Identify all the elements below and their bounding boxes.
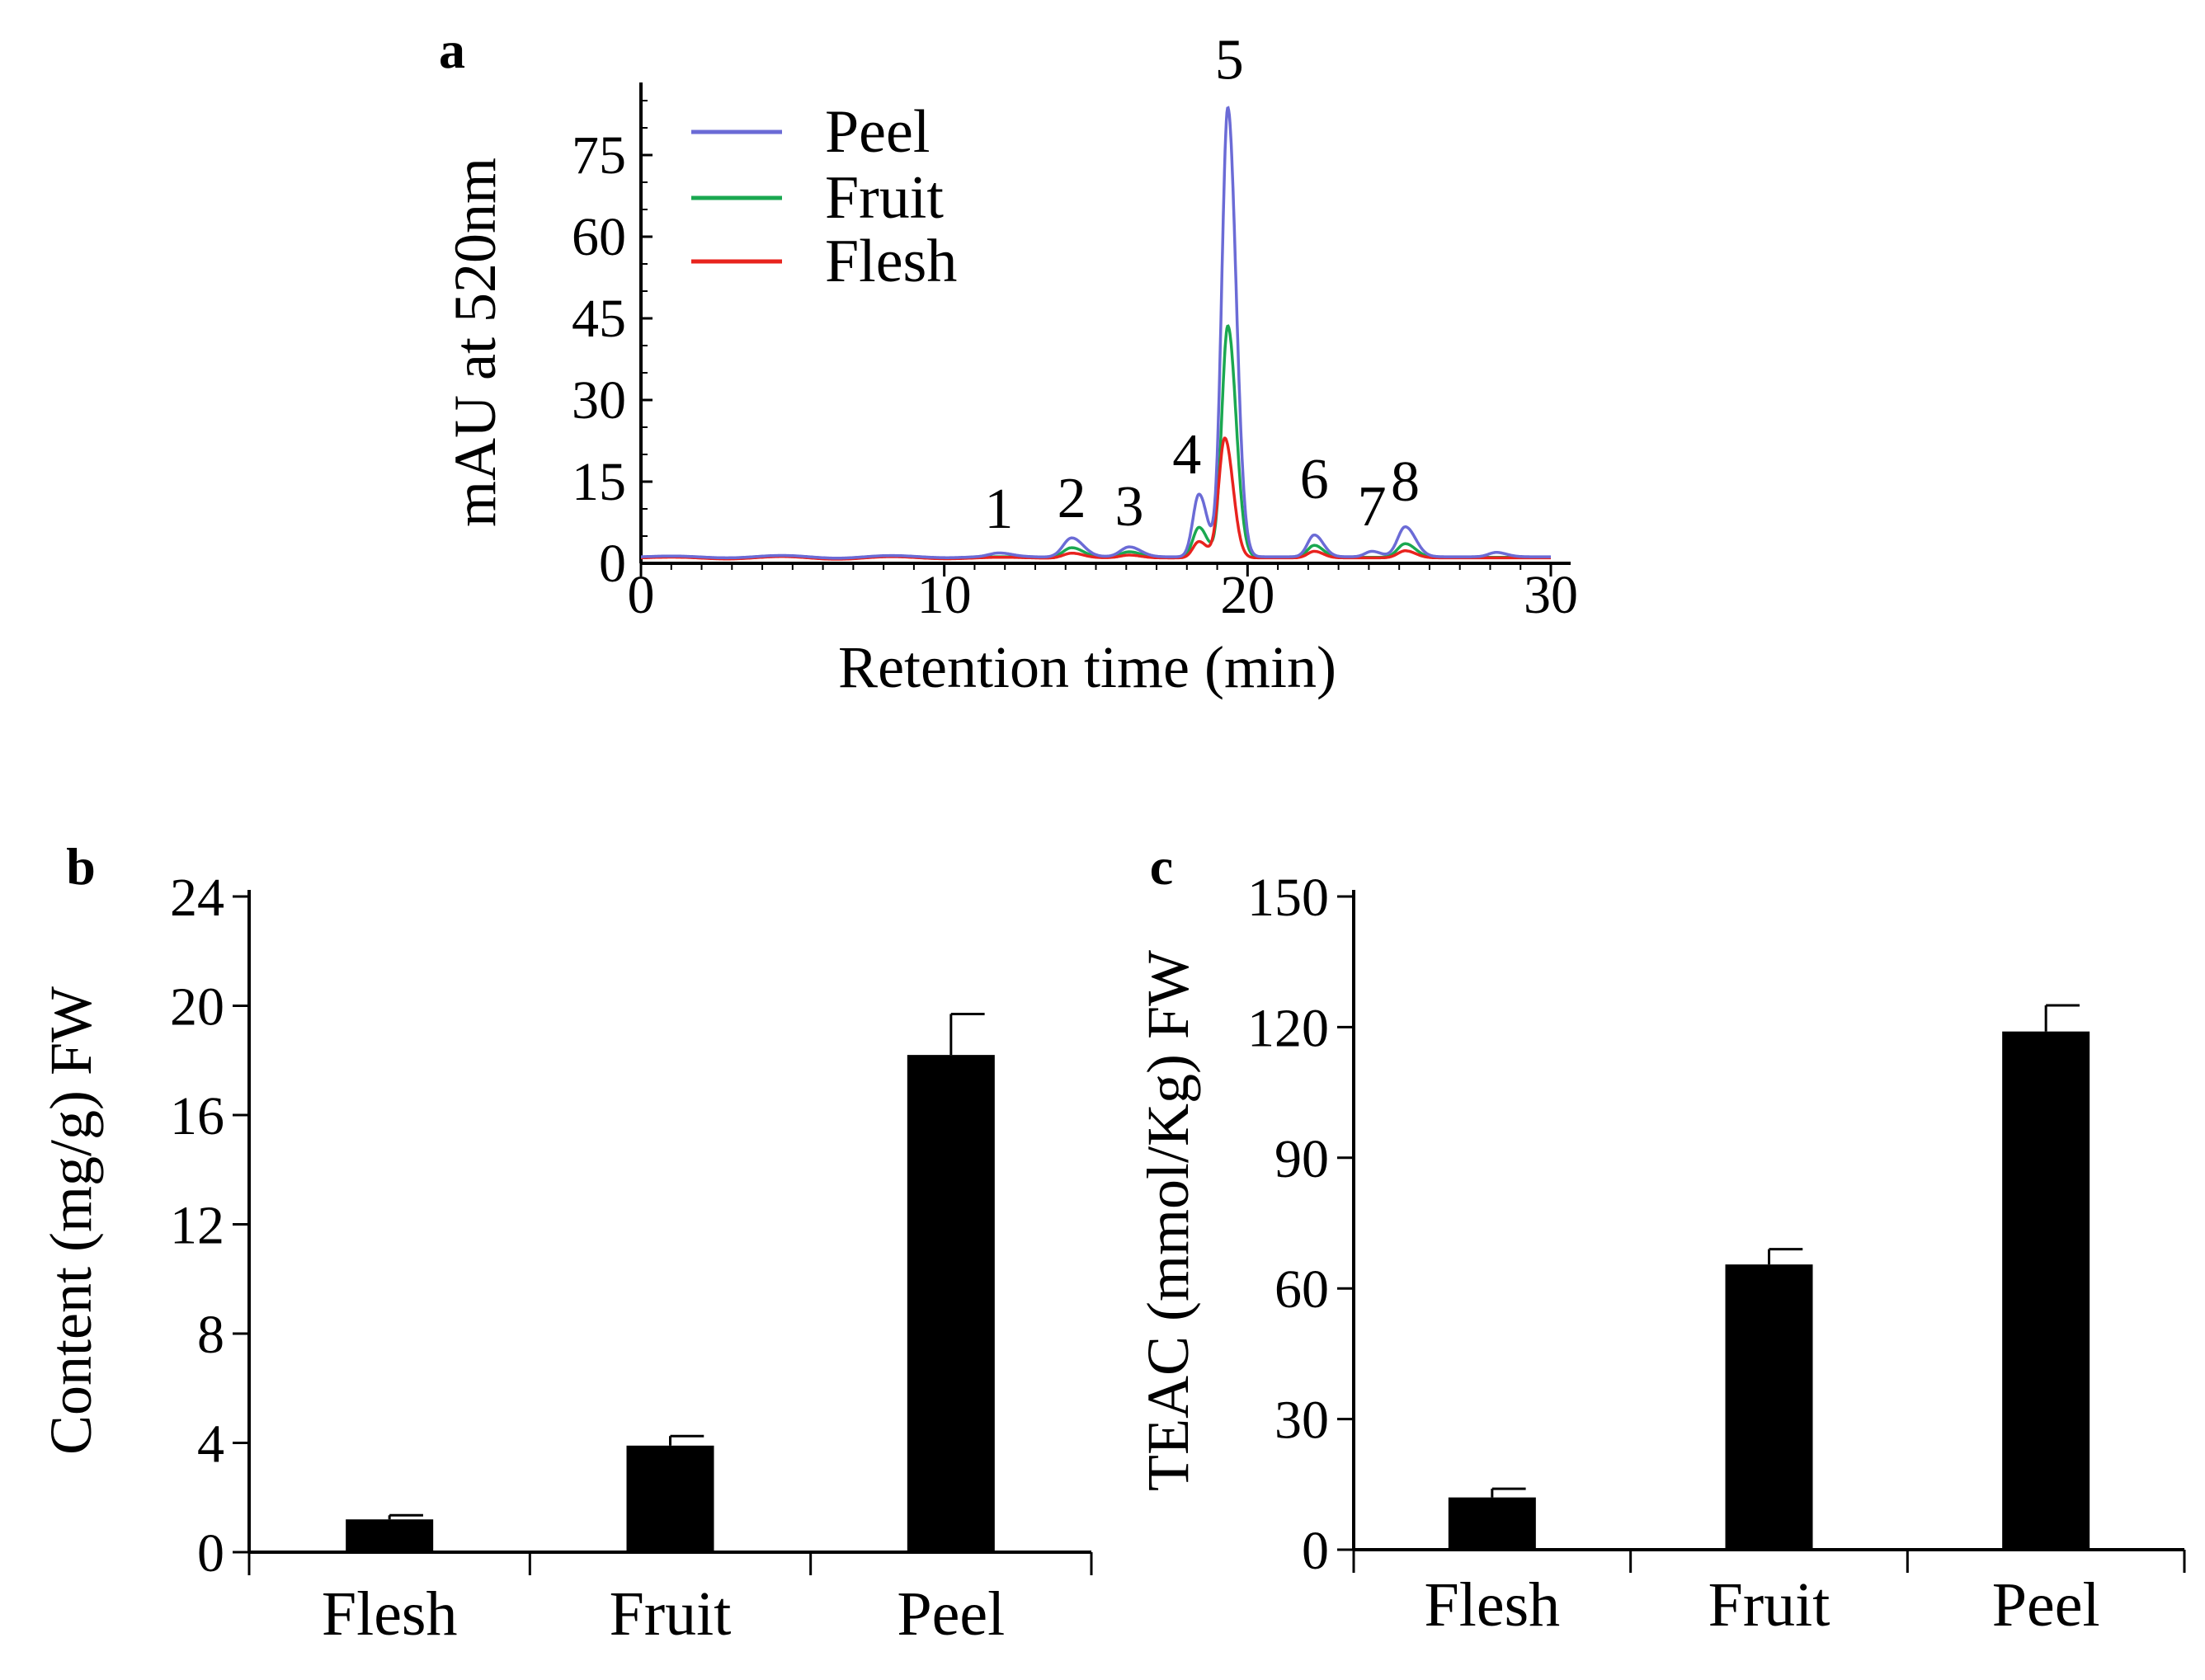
legend-label-fruit: Fruit (825, 164, 944, 232)
peak-label-7: 7 (1358, 475, 1387, 539)
category-label-fruit: Fruit (610, 1579, 732, 1649)
panel-c-letter: c (1150, 837, 1173, 896)
y-tick-label: 90 (1274, 1129, 1329, 1189)
y-tick-label: 12 (170, 1196, 224, 1256)
y-tick-label: 60 (1274, 1259, 1329, 1320)
panel-b-letter: b (66, 837, 96, 896)
panel-a-y-tick-label: 30 (572, 370, 626, 431)
y-tick-label: 4 (197, 1414, 224, 1475)
panel-a-x-tick-label: 20 (1220, 565, 1274, 625)
y-tick-label: 150 (1247, 868, 1329, 928)
panel-c-bar-chart: c 0 30 60 90 120 150 Flesh Fruit Peel TEAC (mmol… (1135, 837, 2186, 1640)
panel-b-axes: 0 4 8 12 16 20 24 Flesh Fruit Peel (170, 868, 1093, 1649)
panel-a-legend: Peel Fruit Flesh (691, 98, 957, 295)
panel-a-y-tick-label: 15 (572, 452, 626, 512)
y-tick-label: 30 (1274, 1391, 1329, 1451)
panel-a-y-tick-label: 75 (572, 125, 626, 186)
panel-a-y-tick-label: 60 (572, 207, 626, 267)
panel-a-y-tick-label: 45 (572, 289, 626, 349)
category-label-fruit: Fruit (1708, 1570, 1830, 1640)
y-tick-label: 20 (170, 977, 224, 1038)
panel-a-x-tick-label: 0 (628, 565, 655, 625)
panel-b-bars (346, 1012, 995, 1552)
panel-a-peak-labels: 1 2 34 5 6 7 8 (984, 29, 1420, 541)
panel-a-x-tick-label: 30 (1524, 565, 1578, 625)
panel-b-y-axis-label: Content (mg/g) FW (38, 986, 104, 1455)
bar-peel (2002, 1031, 2090, 1550)
peak-label-5: 5 (1215, 29, 1244, 92)
bar-flesh (346, 1519, 434, 1552)
category-label-flesh: Flesh (322, 1579, 458, 1649)
panel-c-axes: 0 30 60 90 120 150 Flesh Fruit Peel (1247, 868, 2186, 1640)
panel-a-y-axis-label: mAU at 520nm (442, 158, 508, 527)
y-tick-label: 0 (1302, 1521, 1329, 1581)
panel-a-x-axis-label: Retention time (min) (838, 634, 1336, 700)
y-tick-label: 120 (1247, 998, 1329, 1058)
peak-label-1: 1 (984, 478, 1013, 541)
bar-fruit (1725, 1264, 1813, 1550)
bar-peel (907, 1055, 995, 1552)
y-tick-label: 24 (170, 868, 224, 928)
peak-label-8: 8 (1391, 450, 1420, 514)
panel-a-series-lines (641, 106, 1551, 561)
y-tick-label: 8 (197, 1305, 224, 1365)
category-label-peel: Peel (1992, 1570, 2100, 1640)
peak-label-4: 4 (1172, 423, 1201, 487)
panel-a-x-tick-label: 10 (917, 565, 972, 625)
peak-label-6: 6 (1300, 448, 1329, 511)
category-label-peel: Peel (897, 1579, 1005, 1649)
legend-label-flesh: Flesh (825, 228, 957, 295)
panel-c-y-axis-label: TEAC (mmol/Kg) FW (1135, 950, 1201, 1491)
bar-fruit (626, 1445, 714, 1552)
y-tick-label: 16 (170, 1086, 224, 1146)
category-label-flesh: Flesh (1424, 1570, 1560, 1640)
panel-a-letter: a (439, 21, 465, 79)
panel-b-bar-chart: b 0 4 8 12 16 20 24 Flesh Fruit Peel Content (mg/… (38, 837, 1093, 1649)
y-tick-label: 0 (197, 1523, 224, 1584)
peak-label-3: 3 (1114, 475, 1143, 539)
series-line-fruit (641, 324, 1551, 561)
legend-label-peel: Peel (825, 98, 930, 166)
peak-label-2: 2 (1058, 467, 1086, 530)
panel-c-bars (1448, 1004, 2090, 1550)
panel-a-y-tick-label: 0 (599, 534, 626, 594)
bar-flesh (1448, 1497, 1536, 1550)
series-line-peel (641, 106, 1551, 560)
